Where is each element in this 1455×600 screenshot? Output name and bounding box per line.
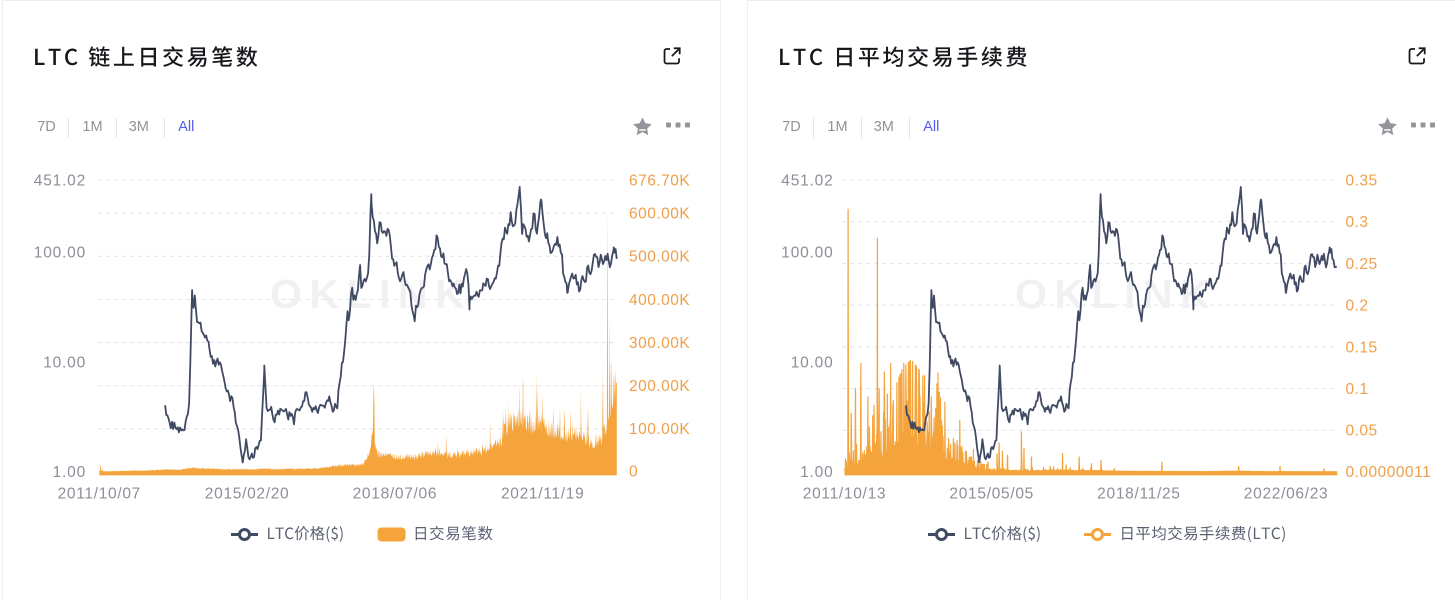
svg-text:600.00K: 600.00K (629, 206, 690, 223)
svg-text:451.02: 451.02 (34, 172, 86, 189)
svg-text:0.35: 0.35 (1346, 172, 1378, 189)
svg-text:0.2: 0.2 (1346, 298, 1369, 315)
svg-text:0: 0 (629, 463, 638, 480)
svg-text:2015/05/05: 2015/05/05 (949, 486, 1034, 503)
svg-text:100.00K: 100.00K (629, 421, 690, 438)
svg-text:200.00K: 200.00K (629, 378, 690, 395)
svg-text:500.00K: 500.00K (629, 249, 690, 266)
svg-text:2011/10/07: 2011/10/07 (58, 486, 141, 503)
svg-text:0.15: 0.15 (1346, 339, 1378, 356)
svg-text:0.00000011: 0.00000011 (1346, 464, 1432, 481)
svg-text:10.00: 10.00 (791, 354, 834, 371)
svg-text:100.00: 100.00 (781, 244, 833, 261)
svg-text:100.00: 100.00 (34, 244, 86, 261)
svg-text:1.00: 1.00 (800, 464, 833, 481)
svg-text:OKLINK: OKLINK (1015, 271, 1217, 317)
svg-text:2011/10/13: 2011/10/13 (803, 486, 886, 503)
svg-text:OKLINK: OKLINK (270, 271, 472, 317)
svg-text:300.00K: 300.00K (629, 335, 690, 352)
svg-text:2021/11/19: 2021/11/19 (501, 486, 584, 503)
svg-text:2015/02/20: 2015/02/20 (205, 486, 290, 503)
svg-text:1.00: 1.00 (53, 464, 86, 481)
svg-text:0.1: 0.1 (1346, 381, 1369, 398)
svg-text:10.00: 10.00 (43, 354, 86, 371)
svg-text:2022/06/23: 2022/06/23 (1244, 486, 1329, 503)
svg-text:2018/11/25: 2018/11/25 (1097, 486, 1180, 503)
svg-text:451.02: 451.02 (781, 172, 833, 189)
svg-text:676.70K: 676.70K (629, 172, 690, 189)
svg-text:0.05: 0.05 (1346, 423, 1378, 440)
svg-text:2018/07/06: 2018/07/06 (353, 486, 438, 503)
svg-text:400.00K: 400.00K (629, 292, 690, 309)
svg-text:0.3: 0.3 (1346, 214, 1369, 231)
svg-text:0.25: 0.25 (1346, 256, 1378, 273)
